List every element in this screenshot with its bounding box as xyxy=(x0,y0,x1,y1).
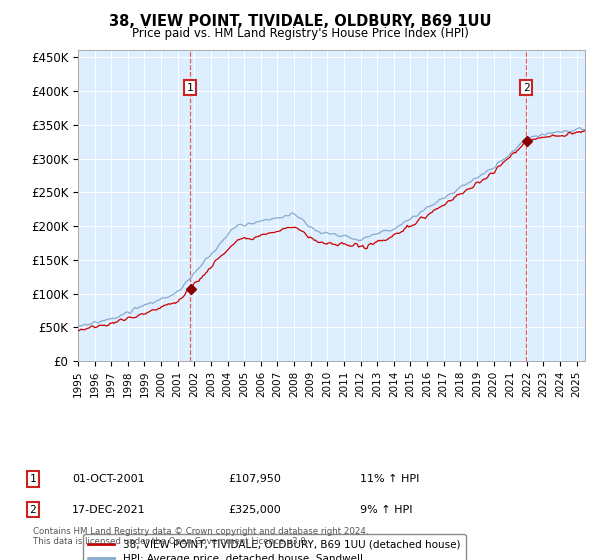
Text: 11% ↑ HPI: 11% ↑ HPI xyxy=(360,474,419,484)
Text: 01-OCT-2001: 01-OCT-2001 xyxy=(72,474,145,484)
Text: 38, VIEW POINT, TIVIDALE, OLDBURY, B69 1UU: 38, VIEW POINT, TIVIDALE, OLDBURY, B69 1… xyxy=(109,14,491,29)
Text: 17-DEC-2021: 17-DEC-2021 xyxy=(72,505,146,515)
Text: £107,950: £107,950 xyxy=(228,474,281,484)
Text: £325,000: £325,000 xyxy=(228,505,281,515)
Text: 2: 2 xyxy=(29,505,37,515)
Text: Contains HM Land Registry data © Crown copyright and database right 2024.
This d: Contains HM Land Registry data © Crown c… xyxy=(33,526,368,546)
Legend: 38, VIEW POINT, TIVIDALE, OLDBURY, B69 1UU (detached house), HPI: Average price,: 38, VIEW POINT, TIVIDALE, OLDBURY, B69 1… xyxy=(83,534,466,560)
Text: 1: 1 xyxy=(187,82,194,92)
Text: Price paid vs. HM Land Registry's House Price Index (HPI): Price paid vs. HM Land Registry's House … xyxy=(131,27,469,40)
Text: 1: 1 xyxy=(29,474,37,484)
Text: 9% ↑ HPI: 9% ↑ HPI xyxy=(360,505,413,515)
Text: 2: 2 xyxy=(523,82,530,92)
